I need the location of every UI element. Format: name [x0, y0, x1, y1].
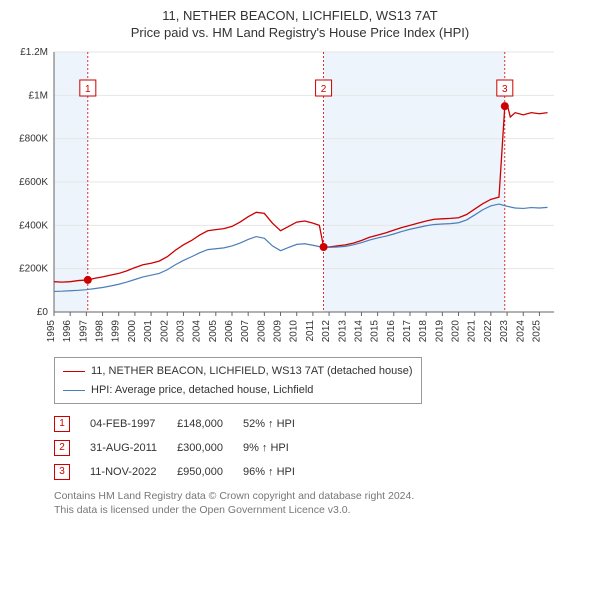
- svg-text:2003: 2003: [175, 320, 186, 343]
- sale-date: 31-AUG-2011: [90, 436, 177, 460]
- sale-date: 04-FEB-1997: [90, 412, 177, 436]
- svg-text:2025: 2025: [531, 320, 542, 343]
- svg-text:£600K: £600K: [19, 177, 48, 188]
- svg-text:2002: 2002: [159, 320, 170, 343]
- svg-text:1997: 1997: [78, 320, 89, 343]
- svg-text:1996: 1996: [62, 320, 73, 343]
- svg-text:2012: 2012: [321, 320, 332, 343]
- svg-text:2022: 2022: [483, 320, 494, 343]
- svg-text:2011: 2011: [305, 320, 316, 342]
- svg-text:£800K: £800K: [19, 134, 48, 145]
- svg-text:2016: 2016: [386, 320, 397, 343]
- legend: 11, NETHER BEACON, LICHFIELD, WS13 7AT (…: [54, 357, 422, 404]
- sale-price: £950,000: [177, 460, 243, 484]
- svg-text:2005: 2005: [208, 320, 219, 343]
- sale-price: £148,000: [177, 412, 243, 436]
- chart-container: £0 £200K £400K £600K £800K £1M £1.2M 1995 1996 19…: [8, 48, 592, 351]
- footer-line-1: Contains HM Land Registry data © Crown c…: [54, 490, 592, 504]
- svg-text:2014: 2014: [353, 320, 364, 343]
- legend-swatch: [63, 390, 85, 391]
- sale-delta: 52% ↑ HPI: [243, 412, 315, 436]
- svg-text:3: 3: [502, 84, 508, 95]
- sale-date: 11-NOV-2022: [90, 460, 177, 484]
- svg-text:2007: 2007: [240, 320, 251, 343]
- sale-price: £300,000: [177, 436, 243, 460]
- svg-text:£1.2M: £1.2M: [20, 48, 48, 58]
- legend-row: 11, NETHER BEACON, LICHFIELD, WS13 7AT (…: [63, 362, 413, 381]
- svg-text:2020: 2020: [451, 320, 462, 343]
- sale-marker-icon: 3: [54, 464, 70, 480]
- svg-text:2006: 2006: [224, 320, 235, 343]
- svg-text:1: 1: [85, 84, 91, 95]
- svg-text:1995: 1995: [46, 320, 57, 343]
- sale-marker-icon: 2: [54, 440, 70, 456]
- svg-text:2023: 2023: [499, 320, 510, 343]
- svg-text:1998: 1998: [95, 320, 106, 343]
- sale-delta: 9% ↑ HPI: [243, 436, 315, 460]
- svg-text:2009: 2009: [273, 320, 284, 343]
- chart-title-block: 11, NETHER BEACON, LICHFIELD, WS13 7AT P…: [8, 8, 592, 40]
- svg-text:£400K: £400K: [19, 220, 48, 231]
- legend-label: 11, NETHER BEACON, LICHFIELD, WS13 7AT (…: [91, 362, 413, 381]
- svg-text:£1M: £1M: [29, 90, 48, 101]
- svg-text:£200K: £200K: [19, 264, 48, 275]
- svg-text:1999: 1999: [111, 320, 122, 343]
- svg-text:2018: 2018: [418, 320, 429, 343]
- sales-table: 1 04-FEB-1997£148,00052% ↑ HPI 2 31-AUG-201…: [54, 412, 315, 484]
- svg-text:2008: 2008: [256, 320, 267, 343]
- title-line-1: 11, NETHER BEACON, LICHFIELD, WS13 7AT: [8, 8, 592, 23]
- svg-text:2021: 2021: [467, 320, 478, 343]
- title-line-2: Price paid vs. HM Land Registry's House …: [8, 25, 592, 40]
- table-row: 3 11-NOV-2022£950,00096% ↑ HPI: [54, 460, 315, 484]
- svg-text:2000: 2000: [127, 320, 138, 343]
- legend-label: HPI: Average price, detached house, Lich…: [91, 381, 313, 400]
- svg-text:2001: 2001: [143, 320, 154, 343]
- svg-text:2015: 2015: [370, 320, 381, 343]
- legend-row: HPI: Average price, detached house, Lich…: [63, 381, 413, 400]
- table-row: 1 04-FEB-1997£148,00052% ↑ HPI: [54, 412, 315, 436]
- svg-text:2013: 2013: [337, 320, 348, 343]
- footer-attribution: Contains HM Land Registry data © Crown c…: [54, 490, 592, 517]
- svg-text:2024: 2024: [515, 320, 526, 343]
- svg-text:2: 2: [321, 84, 327, 95]
- svg-text:2017: 2017: [402, 320, 413, 343]
- footer-line-2: This data is licensed under the Open Gov…: [54, 504, 592, 518]
- sale-delta: 96% ↑ HPI: [243, 460, 315, 484]
- table-row: 2 31-AUG-2011£300,0009% ↑ HPI: [54, 436, 315, 460]
- sale-marker-icon: 1: [54, 416, 70, 432]
- legend-swatch: [63, 371, 85, 372]
- price-chart: £0 £200K £400K £600K £800K £1M £1.2M 1995 1996 19…: [8, 48, 554, 348]
- svg-text:2004: 2004: [192, 320, 203, 343]
- svg-text:£0: £0: [37, 307, 49, 318]
- svg-text:2010: 2010: [289, 320, 300, 343]
- svg-text:2019: 2019: [434, 320, 445, 343]
